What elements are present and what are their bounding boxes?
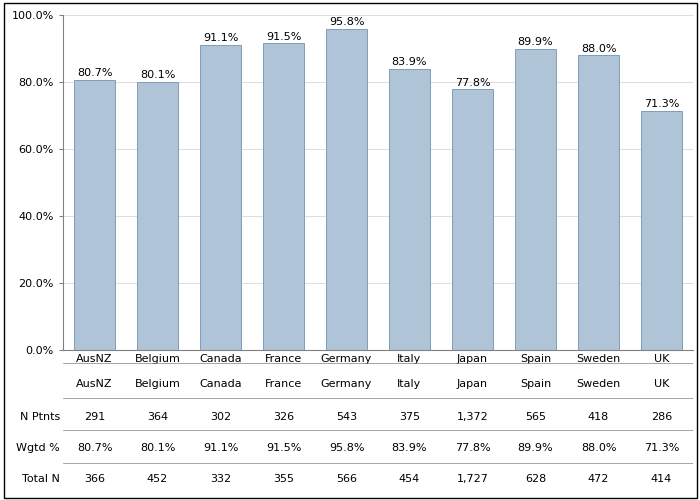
Text: Wgtd %: Wgtd % xyxy=(16,443,60,453)
Text: 414: 414 xyxy=(651,474,672,484)
Bar xyxy=(578,55,619,350)
Text: 80.1%: 80.1% xyxy=(140,70,175,80)
Text: 332: 332 xyxy=(210,474,231,484)
Text: UK: UK xyxy=(654,380,669,390)
Text: 418: 418 xyxy=(588,412,609,422)
Text: 83.9%: 83.9% xyxy=(392,443,427,453)
Text: 375: 375 xyxy=(399,412,420,422)
Text: 366: 366 xyxy=(84,474,105,484)
Bar xyxy=(200,45,241,350)
Bar xyxy=(263,44,304,350)
Text: Total N: Total N xyxy=(22,474,60,484)
Text: 91.1%: 91.1% xyxy=(203,33,238,43)
Text: AusNZ: AusNZ xyxy=(76,380,113,390)
Text: 302: 302 xyxy=(210,412,231,422)
Bar xyxy=(515,49,556,350)
Bar xyxy=(452,90,493,350)
Text: 452: 452 xyxy=(147,474,168,484)
Text: Belgium: Belgium xyxy=(134,380,181,390)
Bar xyxy=(389,69,430,350)
Text: 454: 454 xyxy=(399,474,420,484)
Text: 77.8%: 77.8% xyxy=(455,78,490,88)
Text: 91.5%: 91.5% xyxy=(266,443,301,453)
Text: 88.0%: 88.0% xyxy=(581,443,616,453)
Text: Germany: Germany xyxy=(321,380,372,390)
Bar xyxy=(641,111,682,350)
Text: Italy: Italy xyxy=(398,380,421,390)
Text: 83.9%: 83.9% xyxy=(392,58,427,68)
Text: 80.1%: 80.1% xyxy=(140,443,175,453)
Text: 364: 364 xyxy=(147,412,168,422)
Text: 80.7%: 80.7% xyxy=(77,443,112,453)
Text: 472: 472 xyxy=(588,474,609,484)
Text: 565: 565 xyxy=(525,412,546,422)
Text: 628: 628 xyxy=(525,474,546,484)
Text: France: France xyxy=(265,380,302,390)
Text: Canada: Canada xyxy=(199,380,241,390)
Text: 95.8%: 95.8% xyxy=(329,18,364,28)
Text: 326: 326 xyxy=(273,412,294,422)
Text: Japan: Japan xyxy=(457,380,488,390)
Bar xyxy=(137,82,178,350)
Text: 1,372: 1,372 xyxy=(456,412,489,422)
Text: 80.7%: 80.7% xyxy=(77,68,112,78)
Text: 89.9%: 89.9% xyxy=(518,37,553,47)
Text: 89.9%: 89.9% xyxy=(518,443,553,453)
Bar xyxy=(74,80,115,350)
Text: 95.8%: 95.8% xyxy=(329,443,364,453)
Text: 91.1%: 91.1% xyxy=(203,443,238,453)
Text: 291: 291 xyxy=(84,412,105,422)
Text: 71.3%: 71.3% xyxy=(644,443,679,453)
Text: 1,727: 1,727 xyxy=(456,474,489,484)
Text: 566: 566 xyxy=(336,474,357,484)
Text: 543: 543 xyxy=(336,412,357,422)
Text: 91.5%: 91.5% xyxy=(266,32,301,42)
Text: 355: 355 xyxy=(273,474,294,484)
Text: 77.8%: 77.8% xyxy=(455,443,490,453)
Text: 286: 286 xyxy=(651,412,672,422)
Text: N Ptnts: N Ptnts xyxy=(20,412,60,422)
Text: 71.3%: 71.3% xyxy=(644,100,679,110)
Text: 88.0%: 88.0% xyxy=(581,44,616,54)
Bar xyxy=(326,29,367,350)
Text: Spain: Spain xyxy=(520,380,551,390)
Text: Sweden: Sweden xyxy=(576,380,621,390)
